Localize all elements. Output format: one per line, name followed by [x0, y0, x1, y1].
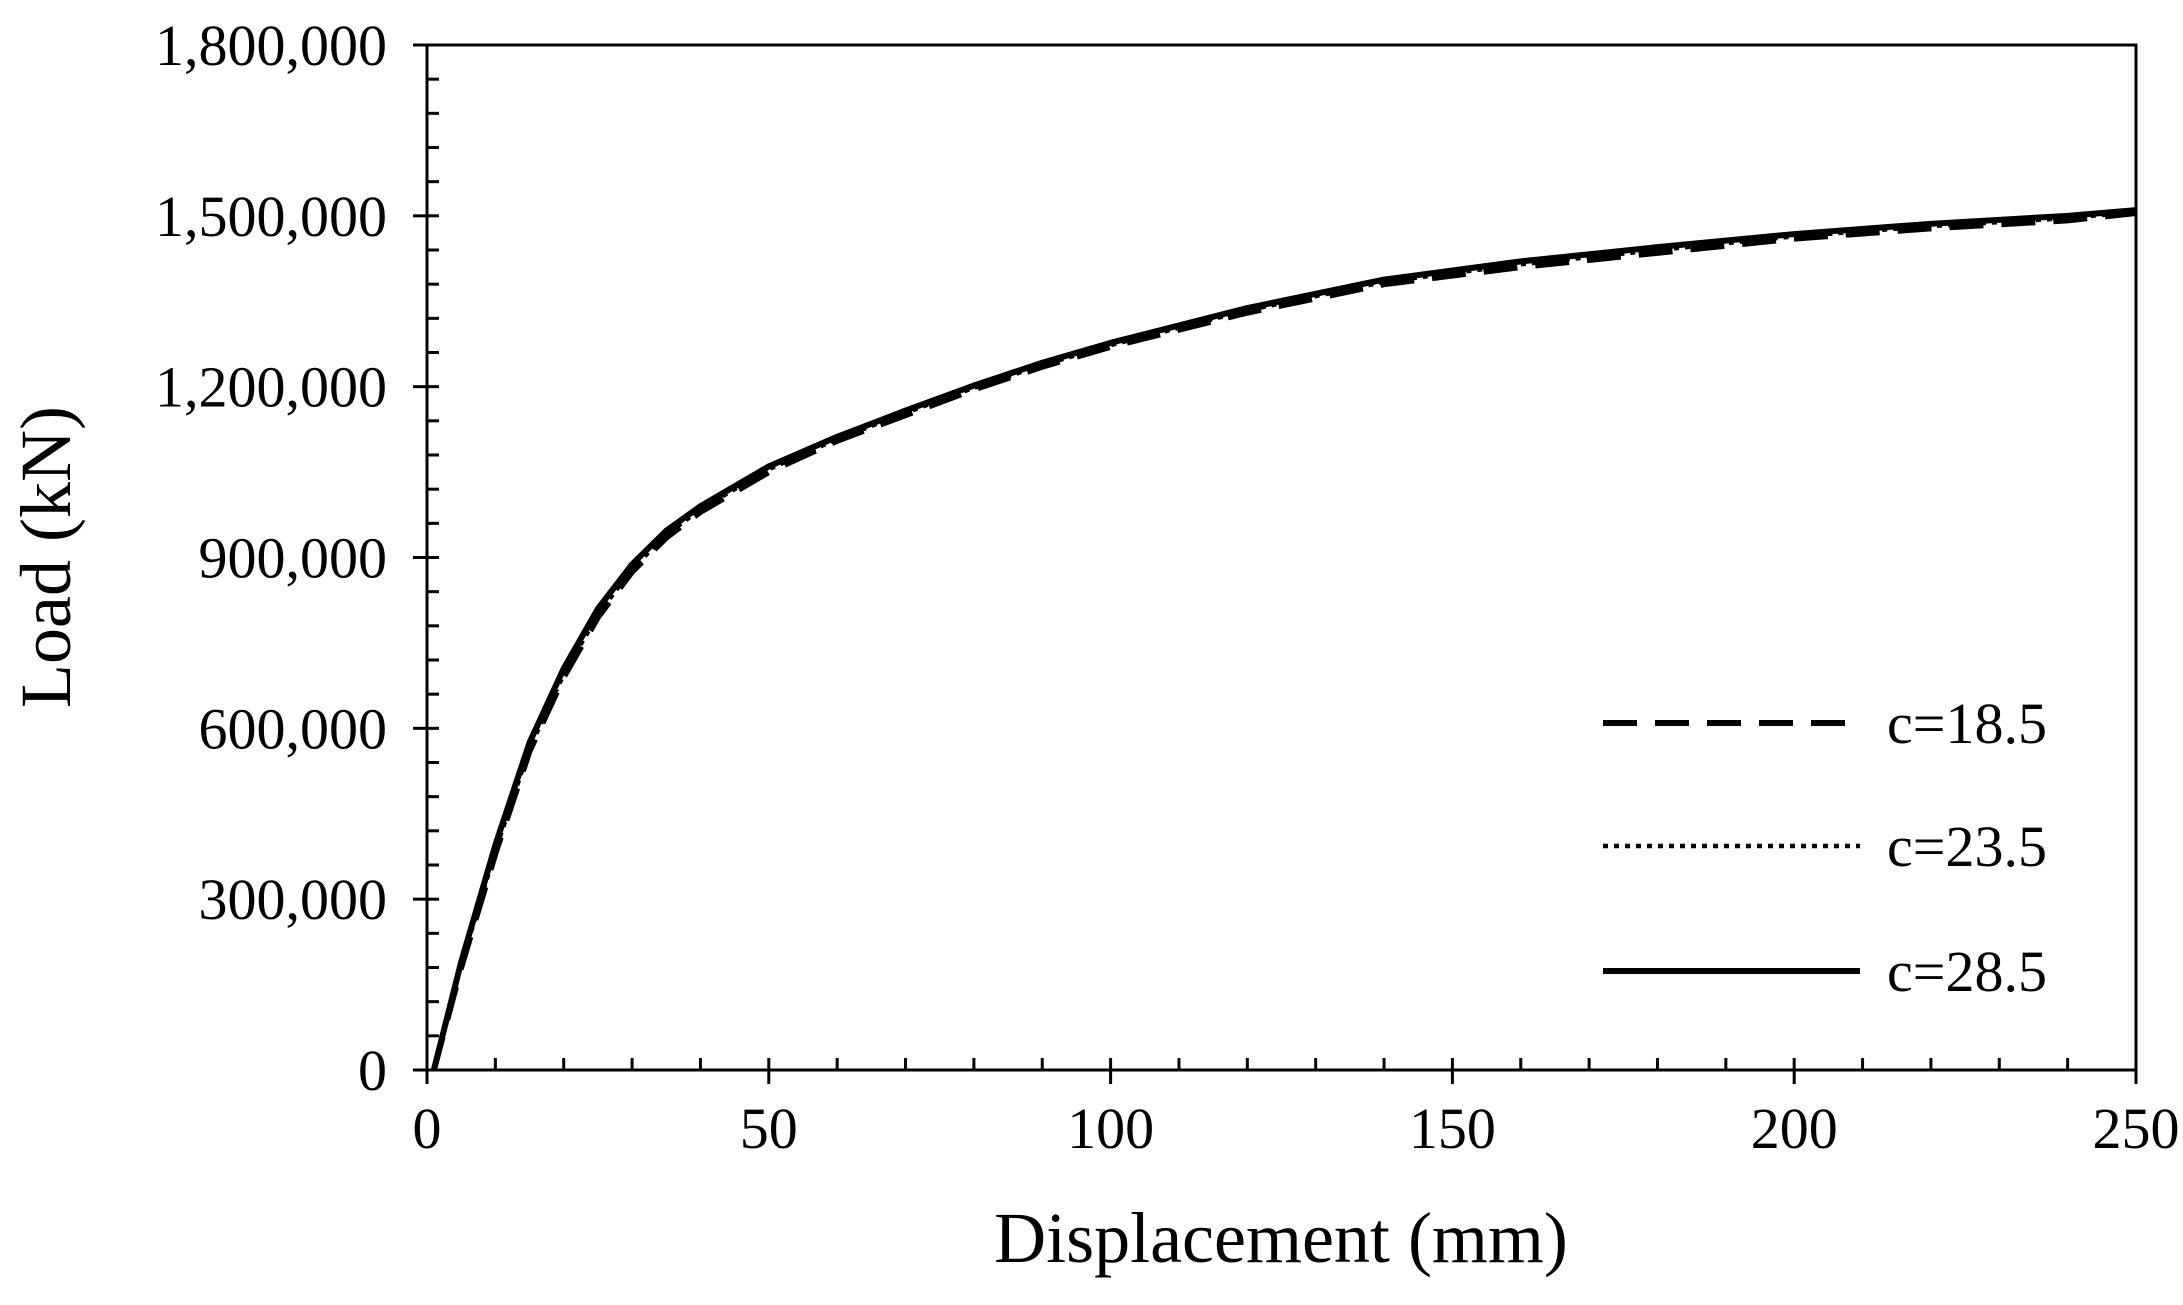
legend: c=18.5 c=23.5 c=28.5: [1603, 691, 2047, 1004]
x-tick-label: 250: [2093, 1096, 2180, 1161]
series-line-c-18-5: [430, 210, 2137, 1071]
x-tick-label: 150: [1409, 1096, 1496, 1161]
series-line-c-23-5: [431, 209, 2137, 1071]
major-ticks: [413, 43, 2138, 1084]
x-tick-labels: 0 50 100 150 200 250: [413, 1096, 2180, 1161]
x-axis-title: Displacement (mm): [994, 1198, 1568, 1278]
x-tick-label: 100: [1067, 1096, 1154, 1161]
y-axis-title: Load (kN): [6, 406, 86, 708]
y-tick-label: 600,000: [199, 696, 388, 761]
legend-label: c=18.5: [1887, 691, 2047, 756]
y-tick-label: 300,000: [199, 867, 388, 932]
y-tick-label: 0: [358, 1038, 387, 1103]
plot-area-frame: [425, 43, 2138, 1072]
y-tick-label: 1,800,000: [155, 13, 387, 78]
x-tick-label: 200: [1751, 1096, 1838, 1161]
x-tick-label: 0: [413, 1096, 442, 1161]
x-tick-label: 50: [740, 1096, 798, 1161]
minor-ticks: [425, 43, 2138, 1072]
y-tick-label: 1,200,000: [155, 355, 387, 420]
legend-label: c=23.5: [1887, 814, 2047, 879]
y-tick-label: 1,500,000: [155, 184, 387, 249]
legend-label: c=28.5: [1887, 939, 2047, 1004]
series-line-c-28-5: [430, 207, 2137, 1071]
series-lines: [430, 207, 2137, 1071]
y-tick-label: 900,000: [199, 526, 388, 591]
y-tick-labels: 0 300,000 600,000 900,000 1,200,000 1,500,000…: [155, 13, 387, 1103]
